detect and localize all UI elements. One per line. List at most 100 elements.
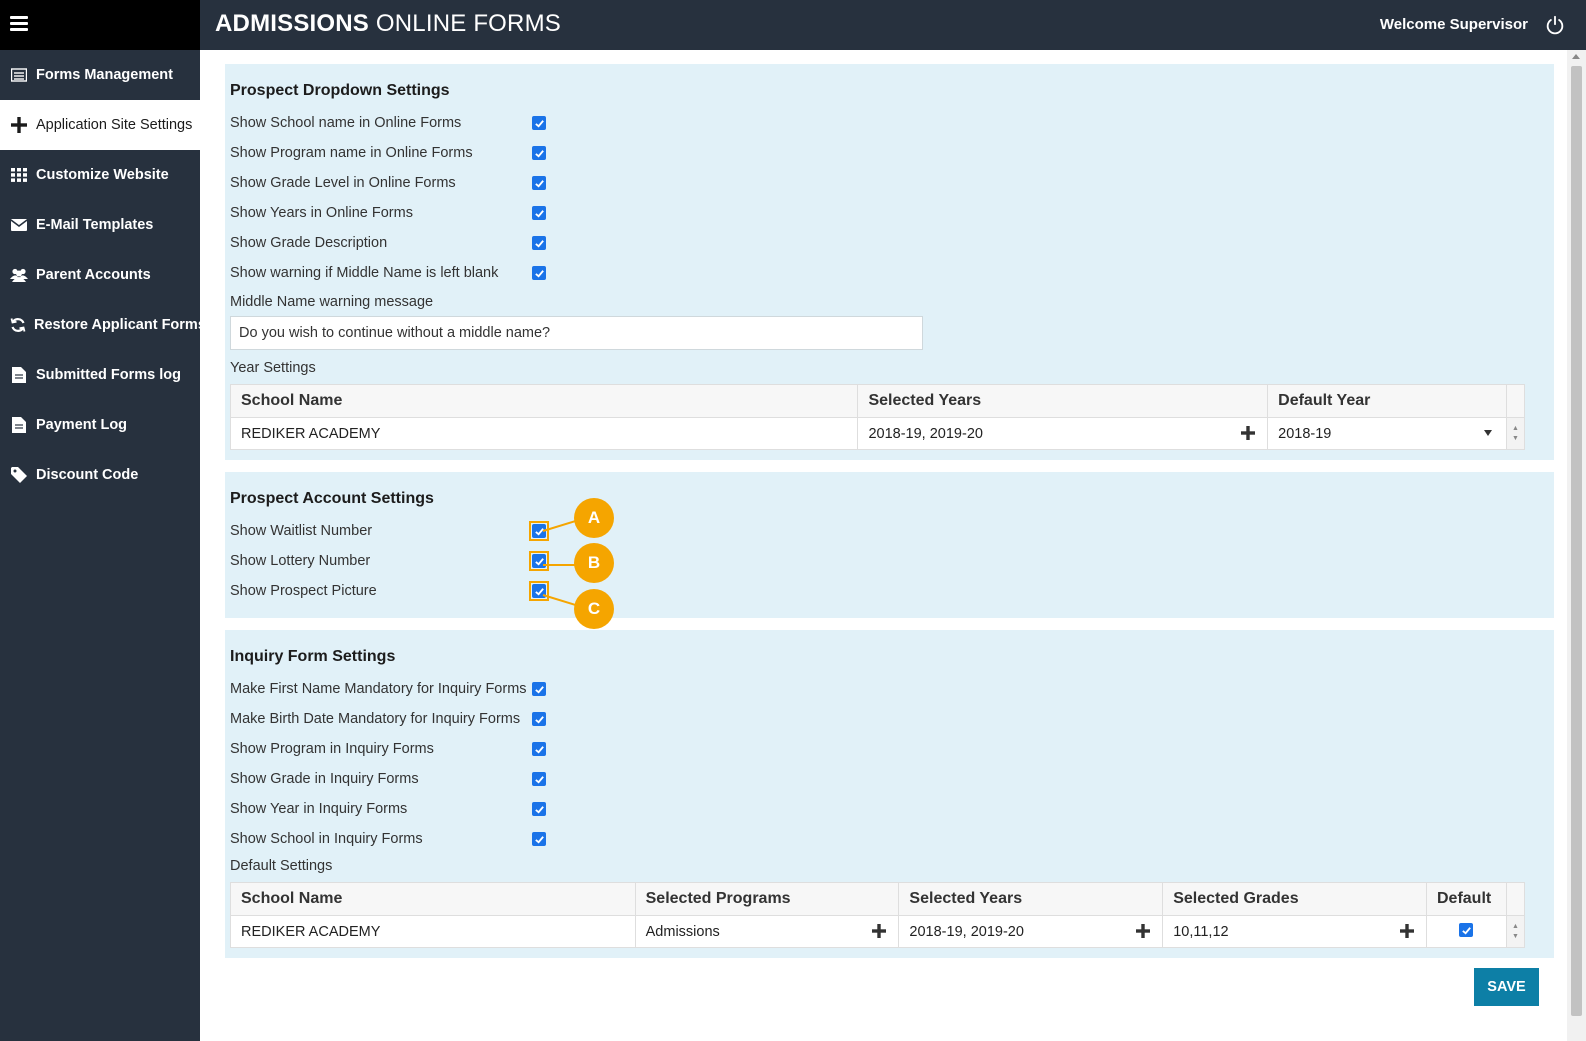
add-grade-icon[interactable] [1399,924,1414,938]
save-button[interactable]: SAVE [1474,968,1539,1006]
sidebar-item-customize-website[interactable]: Customize Website [0,150,200,200]
option-label: Make Birth Date Mandatory for Inquiry Fo… [230,711,521,727]
option-row: Show School name in Online Forms [230,108,1549,138]
show-picture-checkbox[interactable] [532,584,546,598]
selected-grades-cell[interactable]: 10,11,12 [1162,915,1427,948]
column-header: Selected Grades [1162,882,1427,916]
column-header: Default Year [1267,384,1507,418]
option-checkbox[interactable] [532,772,546,786]
menu-toggle-area [0,0,200,50]
plus-icon [10,116,28,134]
callout-c: C [574,589,614,629]
option-checkbox[interactable] [532,682,546,696]
selected-years-value: 2018-19, 2019-20 [868,425,983,442]
app-title-rest: ONLINE FORMS [375,10,561,37]
school-name-cell: REDIKER ACADEMY [229,417,859,450]
option-checkbox[interactable] [532,712,546,726]
column-header: Selected Years [857,384,1269,418]
option-checkbox[interactable] [532,236,546,250]
panel-title: Prospect Dropdown Settings [230,82,450,99]
scrollbar-thumb[interactable] [1571,66,1582,1016]
option-label: Show Grade Description [230,235,388,251]
option-row: Show Grade Description [230,228,1549,258]
option-checkbox[interactable] [532,802,546,816]
table-header-row: School Name Selected Programs Selected Y… [230,882,1526,916]
sidebar-item-label: Parent Accounts [36,267,151,283]
option-checkbox[interactable] [532,116,546,130]
scrollbar-header [1505,384,1526,418]
sidebar-item-email-templates[interactable]: E-Mail Templates [0,200,200,250]
middle-name-warning-label: Middle Name warning message [230,294,434,310]
option-label: Show warning if Middle Name is left blan… [230,265,499,281]
option-label: Show Grade Level in Online Forms [230,175,456,191]
show-lottery-checkbox[interactable] [532,554,546,568]
welcome-text: Welcome Supervisor [1379,16,1528,33]
sidebar-item-forms-management[interactable]: Forms Management [0,50,200,100]
show-waitlist-checkbox[interactable] [532,524,546,538]
sidebar-item-submitted-forms-log[interactable]: Submitted Forms log [0,350,200,400]
scroll-up-icon[interactable] [1572,54,1580,59]
option-label: Show School in Inquiry Forms [230,831,423,847]
hamburger-menu-icon[interactable] [10,16,28,32]
table-row: REDIKER ACADEMY Admissions 2018-19, 2019… [230,915,1526,948]
chevron-down-icon[interactable] [1483,430,1492,436]
sidebar-item-parent-accounts[interactable]: Parent Accounts [0,250,200,300]
add-year-icon[interactable] [1241,426,1256,440]
app-title: ADMISSIONS ONLINE FORMS [215,10,561,38]
sidebar-item-label: Restore Applicant Forms [34,317,206,333]
option-checkbox[interactable] [532,176,546,190]
sidebar-item-discount-code[interactable]: Discount Code [0,450,200,500]
option-row: Show Prospect Picture [230,576,1549,606]
page-scrollbar[interactable] [1567,50,1586,1041]
table-header-row: School Name Selected Years Default Year [229,384,1526,418]
selected-years-value: 2018-19, 2019-20 [909,923,1024,940]
add-year-icon[interactable] [1136,924,1151,938]
column-header: School Name [229,384,859,418]
option-checkbox[interactable] [532,266,546,280]
tag-icon [10,466,28,484]
option-label: Show Waitlist Number [230,523,373,539]
sidebar-item-label: Application Site Settings [36,117,193,133]
option-checkbox[interactable] [532,146,546,160]
selected-programs-cell[interactable]: Admissions [634,915,900,948]
table-row: REDIKER ACADEMY 2018-19, 2019-20 2018-19… [229,417,1526,450]
prospect-dropdown-panel: Prospect Dropdown Settings Show School n… [225,64,1554,460]
column-header: Selected Programs [634,882,900,916]
selected-programs-value: Admissions [645,923,720,940]
option-row: Make Birth Date Mandatory for Inquiry Fo… [230,704,1549,734]
option-label: Show Program in Inquiry Forms [230,741,434,757]
option-checkbox[interactable] [532,832,546,846]
option-row: Show Years in Online Forms [230,198,1549,228]
table-scrollbar[interactable]: ▲ ▼ [1505,417,1526,450]
middle-name-warning-input[interactable] [230,316,923,350]
year-settings-table: School Name Selected Years Default Year … [229,384,1526,450]
sidebar-item-restore-applicant-forms[interactable]: Restore Applicant Forms [0,300,206,350]
app-title-bold: ADMISSIONS [215,10,370,37]
option-checkbox[interactable] [532,206,546,220]
power-icon[interactable] [1544,14,1566,36]
option-row: Show Program in Inquiry Forms [230,734,1549,764]
default-year-value: 2018-19 [1278,425,1332,442]
sidebar-item-payment-log[interactable]: Payment Log [0,400,200,450]
selected-years-cell[interactable]: 2018-19, 2019-20 [857,417,1269,450]
callout-a: A [574,498,614,538]
default-settings-label: Default Settings [230,858,333,874]
panel-title: Prospect Account Settings [230,490,434,507]
table-scrollbar[interactable]: ▲ ▼ [1505,915,1526,948]
option-label: Show Years in Online Forms [230,205,413,221]
default-settings-table: School Name Selected Programs Selected Y… [230,882,1526,948]
default-checkbox[interactable] [1459,923,1474,938]
sidebar-item-label: Forms Management [36,67,173,83]
default-cell [1425,915,1507,948]
sidebar-item-application-site-settings[interactable]: Application Site Settings [0,100,200,150]
option-label: Show Year in Inquiry Forms [230,801,408,817]
option-row: Show Year in Inquiry Forms [230,794,1549,824]
school-name-cell: REDIKER ACADEMY [230,915,636,948]
option-row: Show warning if Middle Name is left blan… [230,258,1549,288]
default-year-select[interactable]: 2018-19 [1267,417,1507,450]
option-label: Show Program name in Online Forms [230,145,473,161]
option-row: Show Waitlist Number [230,516,1549,546]
add-program-icon[interactable] [872,924,887,938]
option-checkbox[interactable] [532,742,546,756]
selected-years-cell[interactable]: 2018-19, 2019-20 [898,915,1164,948]
